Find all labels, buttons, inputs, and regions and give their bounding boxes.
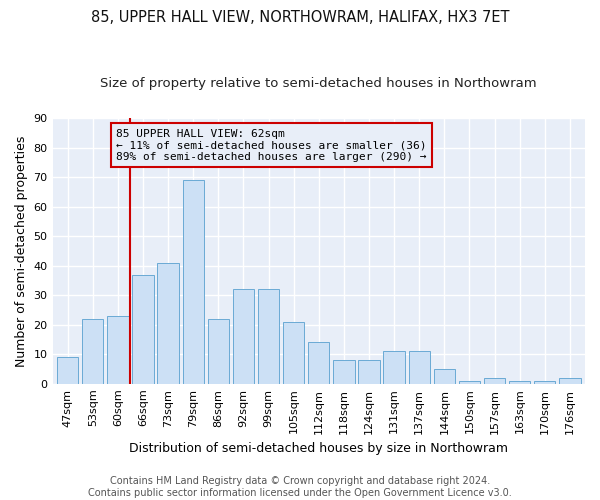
- X-axis label: Distribution of semi-detached houses by size in Northowram: Distribution of semi-detached houses by …: [129, 442, 508, 455]
- Text: 85, UPPER HALL VIEW, NORTHOWRAM, HALIFAX, HX3 7ET: 85, UPPER HALL VIEW, NORTHOWRAM, HALIFAX…: [91, 10, 509, 25]
- Bar: [409, 352, 430, 384]
- Title: Size of property relative to semi-detached houses in Northowram: Size of property relative to semi-detach…: [100, 78, 537, 90]
- Bar: [358, 360, 380, 384]
- Bar: [434, 369, 455, 384]
- Bar: [132, 274, 154, 384]
- Bar: [107, 316, 128, 384]
- Bar: [157, 262, 179, 384]
- Y-axis label: Number of semi-detached properties: Number of semi-detached properties: [15, 135, 28, 366]
- Bar: [258, 290, 279, 384]
- Bar: [484, 378, 505, 384]
- Bar: [383, 352, 405, 384]
- Bar: [534, 381, 556, 384]
- Bar: [57, 357, 78, 384]
- Text: Contains HM Land Registry data © Crown copyright and database right 2024.
Contai: Contains HM Land Registry data © Crown c…: [88, 476, 512, 498]
- Bar: [208, 319, 229, 384]
- Bar: [559, 378, 581, 384]
- Bar: [182, 180, 204, 384]
- Bar: [233, 290, 254, 384]
- Bar: [509, 381, 530, 384]
- Bar: [459, 381, 480, 384]
- Text: 85 UPPER HALL VIEW: 62sqm
← 11% of semi-detached houses are smaller (36)
89% of : 85 UPPER HALL VIEW: 62sqm ← 11% of semi-…: [116, 128, 427, 162]
- Bar: [333, 360, 355, 384]
- Bar: [308, 342, 329, 384]
- Bar: [283, 322, 304, 384]
- Bar: [82, 319, 103, 384]
